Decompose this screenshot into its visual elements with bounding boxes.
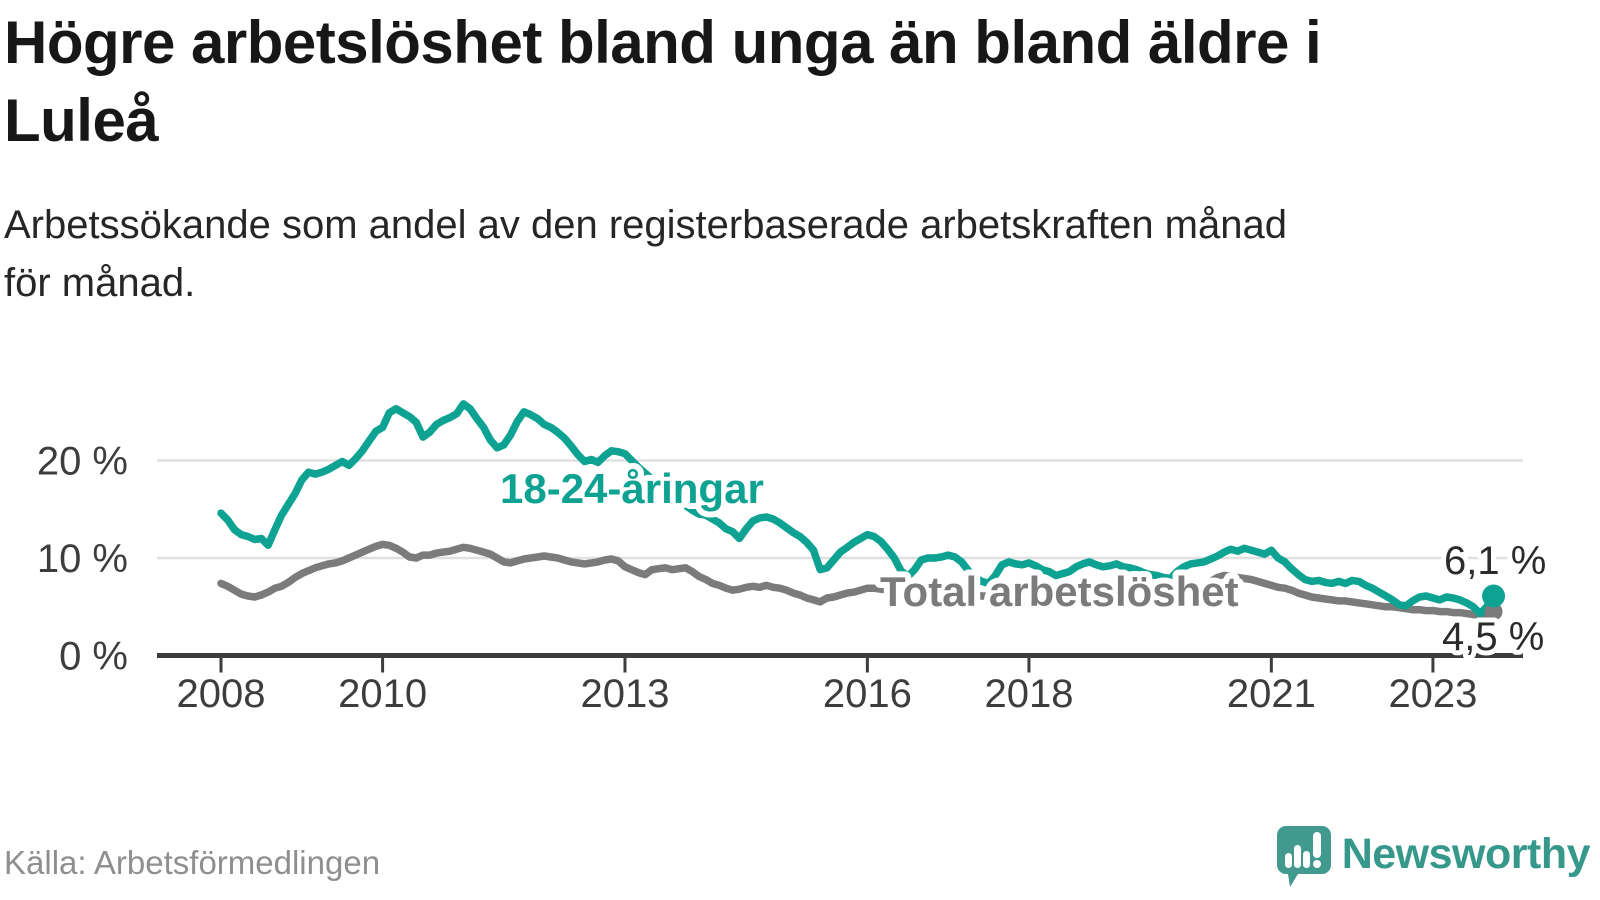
x-tick-label-2018: 2018 [984,672,1073,716]
gridlines [157,459,1523,560]
exclamation-bar [1312,832,1321,858]
youth-line [217,400,1498,618]
y-axis-labels: 0 % 10 % 20 % [37,440,128,679]
source-note: Källa: Arbetsförmedlingen [4,844,381,881]
x-axis-labels: 2008 2010 2013 2016 2018 2021 2023 [177,672,1478,716]
y-tick-label-20: 20 % [37,440,128,484]
end-value-total: 4,5 % [1442,615,1544,659]
x-axis [157,653,1523,673]
x-tick-label-2010: 2010 [338,672,427,716]
bar-3 [1302,851,1310,868]
total-end-dot [1484,602,1503,621]
x-tick-label-2008: 2008 [177,672,266,716]
y-tick-label-10: 10 % [37,537,128,581]
x-tick-label-2021: 2021 [1227,672,1316,716]
exclamation-dot [1312,860,1321,868]
end-value-youth: 6,1 % [1444,539,1546,583]
x-tick-label-2023: 2023 [1388,672,1477,716]
bar-1 [1284,853,1292,868]
series-label-total: Total arbetslöshet [880,568,1239,615]
page-title: Högre arbetslöshet bland unga än bland ä… [4,9,1322,154]
bar-2 [1293,845,1301,868]
youth-end-dot [1482,584,1506,608]
data-lines [217,400,1498,621]
total-line [217,540,1498,621]
series-label-youth: 18-24-åringar [500,465,764,512]
x-tick-label-2016: 2016 [823,672,912,716]
end-dots [1482,584,1506,621]
y-tick-label-0: 0 % [59,635,128,679]
page-subtitle: Arbetssökande som andel av den registerb… [4,203,1287,305]
newsworthy-logo-icon [1276,826,1331,887]
brand-footer: Newsworthy [1274,824,1591,890]
brand-name: Newsworthy [1341,830,1591,878]
x-tick-label-2013: 2013 [580,672,669,716]
